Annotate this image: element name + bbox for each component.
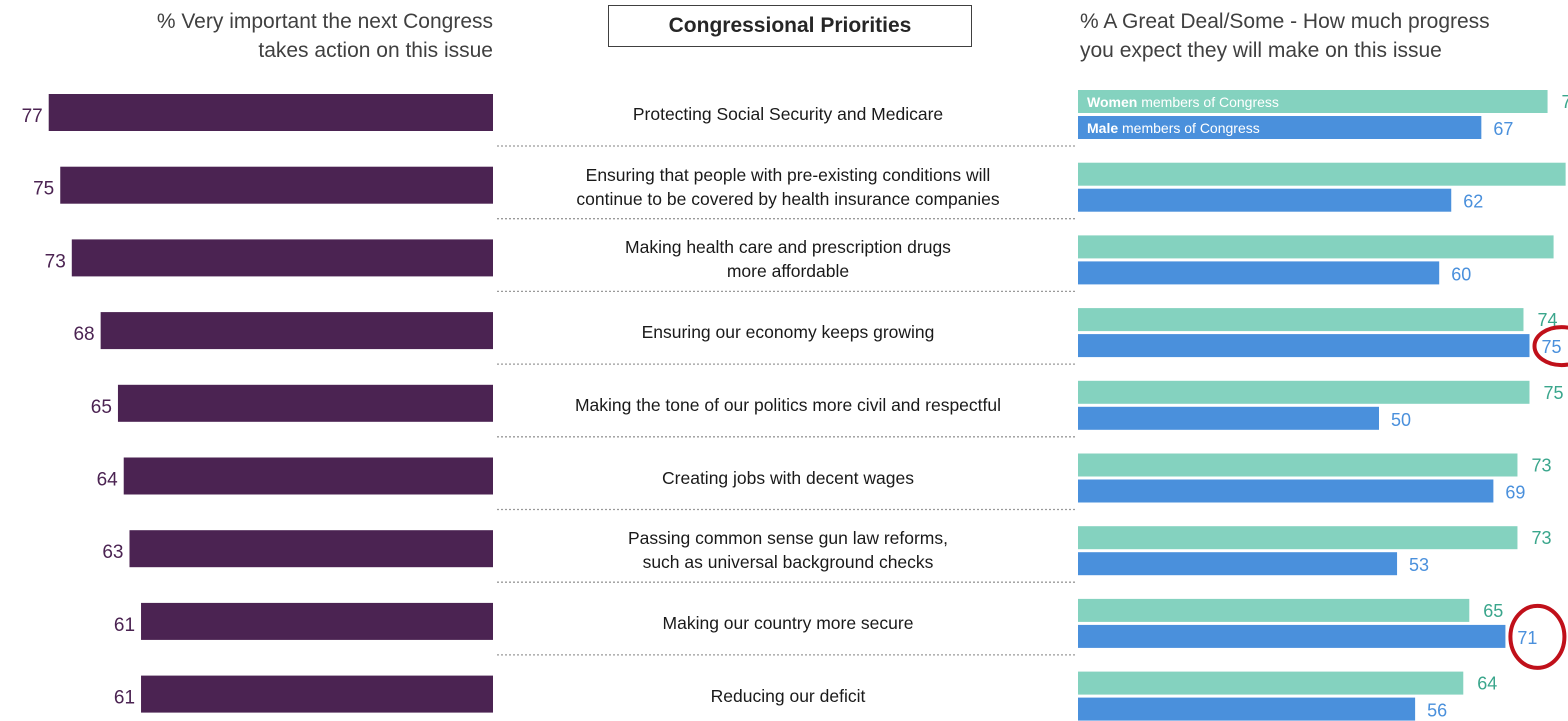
importance-value-label: 64 — [97, 470, 119, 491]
importance-bar — [129, 530, 494, 568]
importance-bar — [141, 675, 493, 713]
women-value-label: 73 — [1531, 528, 1551, 548]
importance-value-label: 77 — [22, 106, 43, 127]
male-bar — [1078, 116, 1482, 139]
right-panel-title-line: you expect they will make on this issue — [1080, 39, 1442, 62]
category-label: Making health care and prescription drug… — [625, 237, 951, 282]
male-value-label: 50 — [1391, 410, 1411, 430]
importance-bar — [48, 94, 494, 131]
women-bar — [1078, 671, 1464, 695]
highlight-circle — [1508, 603, 1567, 670]
left-panel-title: % Very important the next Congress takes … — [33, 7, 493, 65]
male-value-label: 62 — [1463, 192, 1483, 212]
male-bar — [1078, 552, 1398, 576]
category-label: Creating jobs with decent wages — [662, 467, 914, 488]
importance-bar — [117, 384, 493, 422]
category-label: Reducing our deficit — [710, 685, 866, 706]
importance-bar — [60, 166, 493, 204]
left-panel-title-line: takes action on this issue — [258, 39, 493, 62]
importance-value-label: 75 — [33, 179, 54, 200]
women-bar — [1078, 380, 1530, 404]
right-panel-title: % A Great Deal/Some - How much progress y… — [1080, 7, 1568, 65]
importance-value-label: 61 — [114, 615, 135, 636]
category-label: Passing common sense gun law reforms, su… — [628, 528, 948, 573]
chart-title: Congressional Priorities — [608, 5, 972, 47]
male-value-label: 53 — [1409, 555, 1429, 575]
women-value-label: 78 — [1562, 92, 1568, 112]
importance-value-label: 65 — [91, 397, 112, 418]
legend-male: Male members of Congress — [1087, 120, 1260, 136]
women-value-label: 64 — [1477, 674, 1497, 694]
male-bar — [1078, 188, 1452, 212]
male-bar — [1078, 479, 1494, 503]
legend-women-bold: Women — [1087, 94, 1137, 110]
category-label: Protecting Social Security and Medicare — [632, 104, 944, 124]
chart-title-text: Congressional Priorities — [668, 14, 912, 37]
highlight-circle — [1532, 325, 1568, 368]
importance-bar — [100, 312, 493, 350]
women-value-label: 75 — [1544, 383, 1564, 403]
male-value-label: 60 — [1451, 264, 1471, 284]
importance-value-label: 63 — [102, 542, 123, 563]
women-bar — [1078, 526, 1518, 550]
category-label: Ensuring that people with pre-existing c… — [576, 164, 1000, 209]
category-label: Making the tone of our politics more civ… — [574, 394, 1002, 415]
male-value-label: 56 — [1427, 701, 1447, 721]
importance-value-label: 68 — [73, 324, 94, 345]
importance-bar — [71, 239, 493, 277]
women-bar — [1078, 598, 1470, 622]
male-value-label: 69 — [1505, 483, 1525, 503]
male-bar — [1078, 697, 1416, 721]
women-value-label: 74 — [1537, 310, 1557, 330]
right-panel-title-line: % A Great Deal/Some - How much progress — [1080, 10, 1490, 33]
women-bar — [1078, 90, 1548, 113]
male-bar — [1078, 261, 1440, 285]
legend-male-bold: Male — [1087, 120, 1118, 136]
category-label: Making our country more secure — [662, 612, 914, 633]
women-value-label: 65 — [1483, 601, 1503, 621]
male-value-label: 71 — [1517, 628, 1537, 648]
male-bar — [1078, 334, 1530, 358]
importance-value-label: 73 — [45, 251, 66, 272]
legend-women: Women members of Congress — [1087, 94, 1279, 110]
importance-bar — [141, 602, 493, 640]
legend-male-rest: members of Congress — [1118, 120, 1260, 136]
women-bar — [1078, 162, 1566, 186]
male-bar — [1078, 624, 1506, 648]
male-value-label: 67 — [1493, 119, 1513, 139]
legend-women-rest: members of Congress — [1137, 94, 1279, 110]
women-bar — [1078, 453, 1518, 477]
category-label: Ensuring our economy keeps growing — [641, 322, 935, 343]
women-value-label: 73 — [1531, 456, 1551, 476]
male-bar — [1078, 406, 1379, 430]
importance-bar — [123, 457, 493, 495]
importance-value-label: 61 — [114, 688, 135, 709]
left-panel-title-line: % Very important the next Congress — [156, 10, 493, 33]
women-bar — [1078, 308, 1524, 332]
male-value-label: 75 — [1542, 337, 1562, 357]
women-bar — [1078, 235, 1554, 259]
